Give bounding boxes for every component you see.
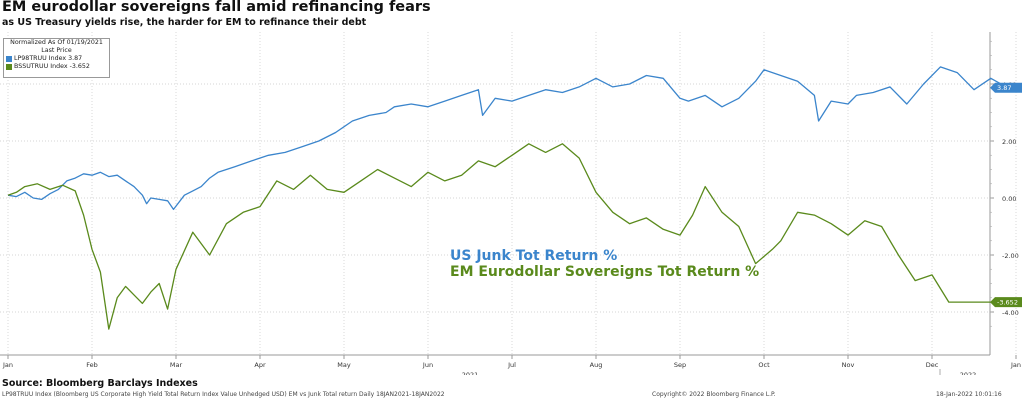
- x-tick-label: Feb: [86, 361, 98, 369]
- x-tick-label: Aug: [590, 361, 603, 369]
- y-tick-label: 2.00: [1002, 138, 1016, 146]
- legend-swatch-green-icon: [6, 64, 12, 70]
- x-tick-label: Nov: [842, 361, 855, 369]
- series-line-us-junk: [7, 66, 1008, 211]
- legend-entry-em-sovereigns: BSSUTRUU Index -3.652: [4, 63, 109, 71]
- legend-entry-us-junk: LP98TRUU Index 3.87: [4, 55, 109, 63]
- x-tick-label: Jul: [507, 361, 516, 369]
- year-label-2022: 2022: [960, 371, 977, 375]
- x-tick-label: Dec: [926, 361, 939, 369]
- last-value-badge-us-junk: [990, 82, 1022, 93]
- legend-swatch-blue-icon: [6, 56, 12, 62]
- footer-description: LP98TRUU Index (Bloomberg US Corporate H…: [2, 391, 445, 398]
- x-tick-label: Apr: [254, 361, 266, 369]
- chart-title: EM eurodollar sovereigns fall amid refin…: [2, 0, 431, 15]
- year-label-2021: 2021: [462, 371, 479, 375]
- x-tick-label: Jun: [422, 361, 433, 369]
- x-tick-label: Mar: [170, 361, 183, 369]
- legend-box: Normalized As Of 01/19/2021 Last Price L…: [3, 38, 110, 78]
- x-tick-label: Oct: [758, 361, 770, 369]
- legend-header-last-price: Last Price: [41, 47, 72, 54]
- y-tick-label: 0.00: [1002, 195, 1016, 203]
- x-tick-label: Sep: [674, 361, 686, 369]
- series-label-em-sovereigns: EM Eurodollar Sovereigns Tot Return %: [450, 264, 760, 280]
- last-value-label-us-junk: 3.87: [997, 84, 1011, 92]
- source-note: Source: Bloomberg Barclays Indexes: [2, 378, 198, 389]
- series-line-em-sovereigns: [7, 143, 1004, 330]
- footer-timestamp: 18-Jan-2022 10:01:16: [936, 391, 1002, 398]
- y-tick-label: -4.00: [1002, 309, 1019, 317]
- x-tick-label: May: [337, 361, 351, 369]
- legend-header-normalized: Normalized As Of 01/19/2021: [10, 39, 103, 46]
- line-chart: 4.002.000.00-2.00-4.00JanFebMarAprMayJun…: [0, 32, 1022, 375]
- y-tick-label: -2.00: [1002, 252, 1019, 260]
- legend-label-us-junk: LP98TRUU Index 3.87: [14, 55, 83, 62]
- x-tick-label: Jan: [1010, 361, 1021, 369]
- series-label-us-junk: US Junk Tot Return %: [450, 248, 618, 264]
- x-tick-label: Jan: [2, 361, 13, 369]
- last-value-badge-em-sovereigns: [990, 297, 1022, 308]
- last-value-label-em-sovereigns: -3.652: [997, 299, 1018, 307]
- legend-label-em-sovereigns: BSSUTRUU Index -3.652: [14, 63, 90, 70]
- chart-subtitle: as US Treasury yields rise, the harder f…: [2, 17, 367, 28]
- footer-copyright: Copyright© 2022 Bloomberg Finance L.P.: [652, 391, 776, 398]
